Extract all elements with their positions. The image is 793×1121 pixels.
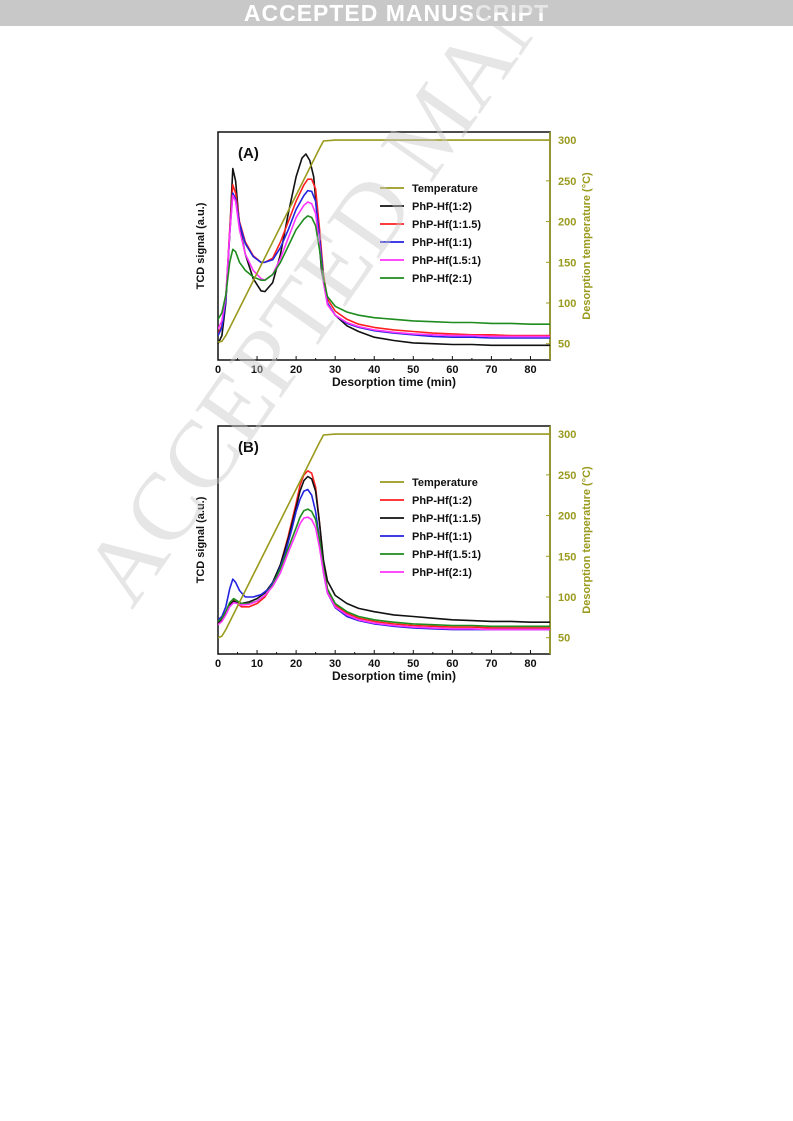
y-axis-label-b: TCD signal (a.u.) [195,496,207,583]
legend-label-a-3: PhP-Hf(1:1) [412,237,472,249]
y2-tick-label-b: 100 [558,592,576,604]
y2-tick-label-a: 200 [558,217,576,229]
x-tick-label-b: 40 [368,658,380,670]
legend-label-b-4: PhP-Hf(1.5:1) [412,549,481,561]
y2-tick-label-b: 300 [558,429,576,441]
plot-frame-b [217,425,551,655]
x-tick-label-b: 10 [251,658,263,670]
panel-label-a: (A) [238,145,259,162]
series-line-a-0 [218,153,550,347]
y2-tick-label-b: 150 [558,551,576,563]
legend-label-b-1: PhP-Hf(1:2) [412,495,472,507]
y2-tick-label-a: 50 [558,339,570,351]
chart-b-svg: 0 10 20 30 40 50 60 70 80 50 100 150 200 250 300 Desorp… [195,425,593,683]
legend-label-b-3: PhP-Hf(1:1) [412,531,472,543]
legend-label-a-0: Temperature [412,183,478,195]
legend-label-a-1: PhP-Hf(1:2) [412,201,472,213]
x-tick-label-a: 0 [215,364,221,376]
x-tick-label-b: 30 [329,658,341,670]
x-axis-label-a: Desorption time (min) [332,375,456,389]
legend-label-b-5: PhP-Hf(2:1) [412,567,472,579]
series-line-b-1 [218,475,550,624]
chart-a-svg: 0 10 20 30 40 50 60 70 80 50 100 150 200 250 300 Desorp… [195,131,593,389]
y2-tick-label-a: 100 [558,298,576,310]
legend-label-b-0: Temperature [412,477,478,489]
series-line-b-3 [218,508,550,628]
plot-frame-a [217,131,551,361]
legend-label-a-5: PhP-Hf(2:1) [412,273,472,285]
x-tick-label-a: 60 [446,364,458,376]
x-tick-label-a: 50 [407,364,419,376]
legend-label-b-2: PhP-Hf(1:1.5) [412,513,481,525]
x-tick-label-a: 70 [485,364,497,376]
x-tick-label-a: 80 [524,364,536,376]
y2-tick-label-b: 50 [558,633,570,645]
panel-label-b: (B) [238,439,259,456]
x-axis-label-b: Desorption time (min) [332,669,456,683]
y2-tick-label-b: 250 [558,470,576,482]
series-line-b-0 [218,470,550,629]
x-tick-label-a: 40 [368,364,380,376]
series-line-a-3 [218,194,550,338]
accepted-manuscript-banner: ACCEPTED MANUSCRIPT [0,0,793,26]
x-tick-label-a: 30 [329,364,341,376]
legend-label-a-4: PhP-Hf(1.5:1) [412,255,481,267]
y2-tick-label-a: 250 [558,176,576,188]
chart-panel-b: 0 10 20 30 40 50 60 70 80 50 100 150 200 250 300 Desorp… [190,418,600,686]
legend-label-a-2: PhP-Hf(1:1.5) [412,219,481,231]
x-tick-label-a: 10 [251,364,263,376]
temperature-line-b [218,433,550,639]
series-line-a-1 [218,178,550,337]
series-line-a-2 [218,189,550,339]
y-axis-label-a: TCD signal (a.u.) [195,202,207,289]
y2-tick-label-a: 150 [558,257,576,269]
x-tick-label-b: 60 [446,658,458,670]
x-tick-label-b: 50 [407,658,419,670]
chart-panel-a: 0 10 20 30 40 50 60 70 80 50 100 150 200 250 300 Desorp… [190,124,600,392]
y2-axis-label-b: Desorption temperature (°C) [581,466,593,614]
series-line-b-4 [218,516,550,631]
x-tick-label-b: 70 [485,658,497,670]
series-line-a-4 [218,215,550,325]
x-tick-label-b: 20 [290,658,302,670]
x-tick-label-a: 20 [290,364,302,376]
y2-tick-label-b: 200 [558,511,576,523]
series-line-b-2 [218,488,550,631]
y2-tick-label-a: 300 [558,135,576,147]
x-tick-label-b: 80 [524,658,536,670]
y2-axis-label-a: Desorption temperature (°C) [581,172,593,320]
temperature-line-a [218,139,550,343]
x-tick-label-b: 0 [215,658,221,670]
